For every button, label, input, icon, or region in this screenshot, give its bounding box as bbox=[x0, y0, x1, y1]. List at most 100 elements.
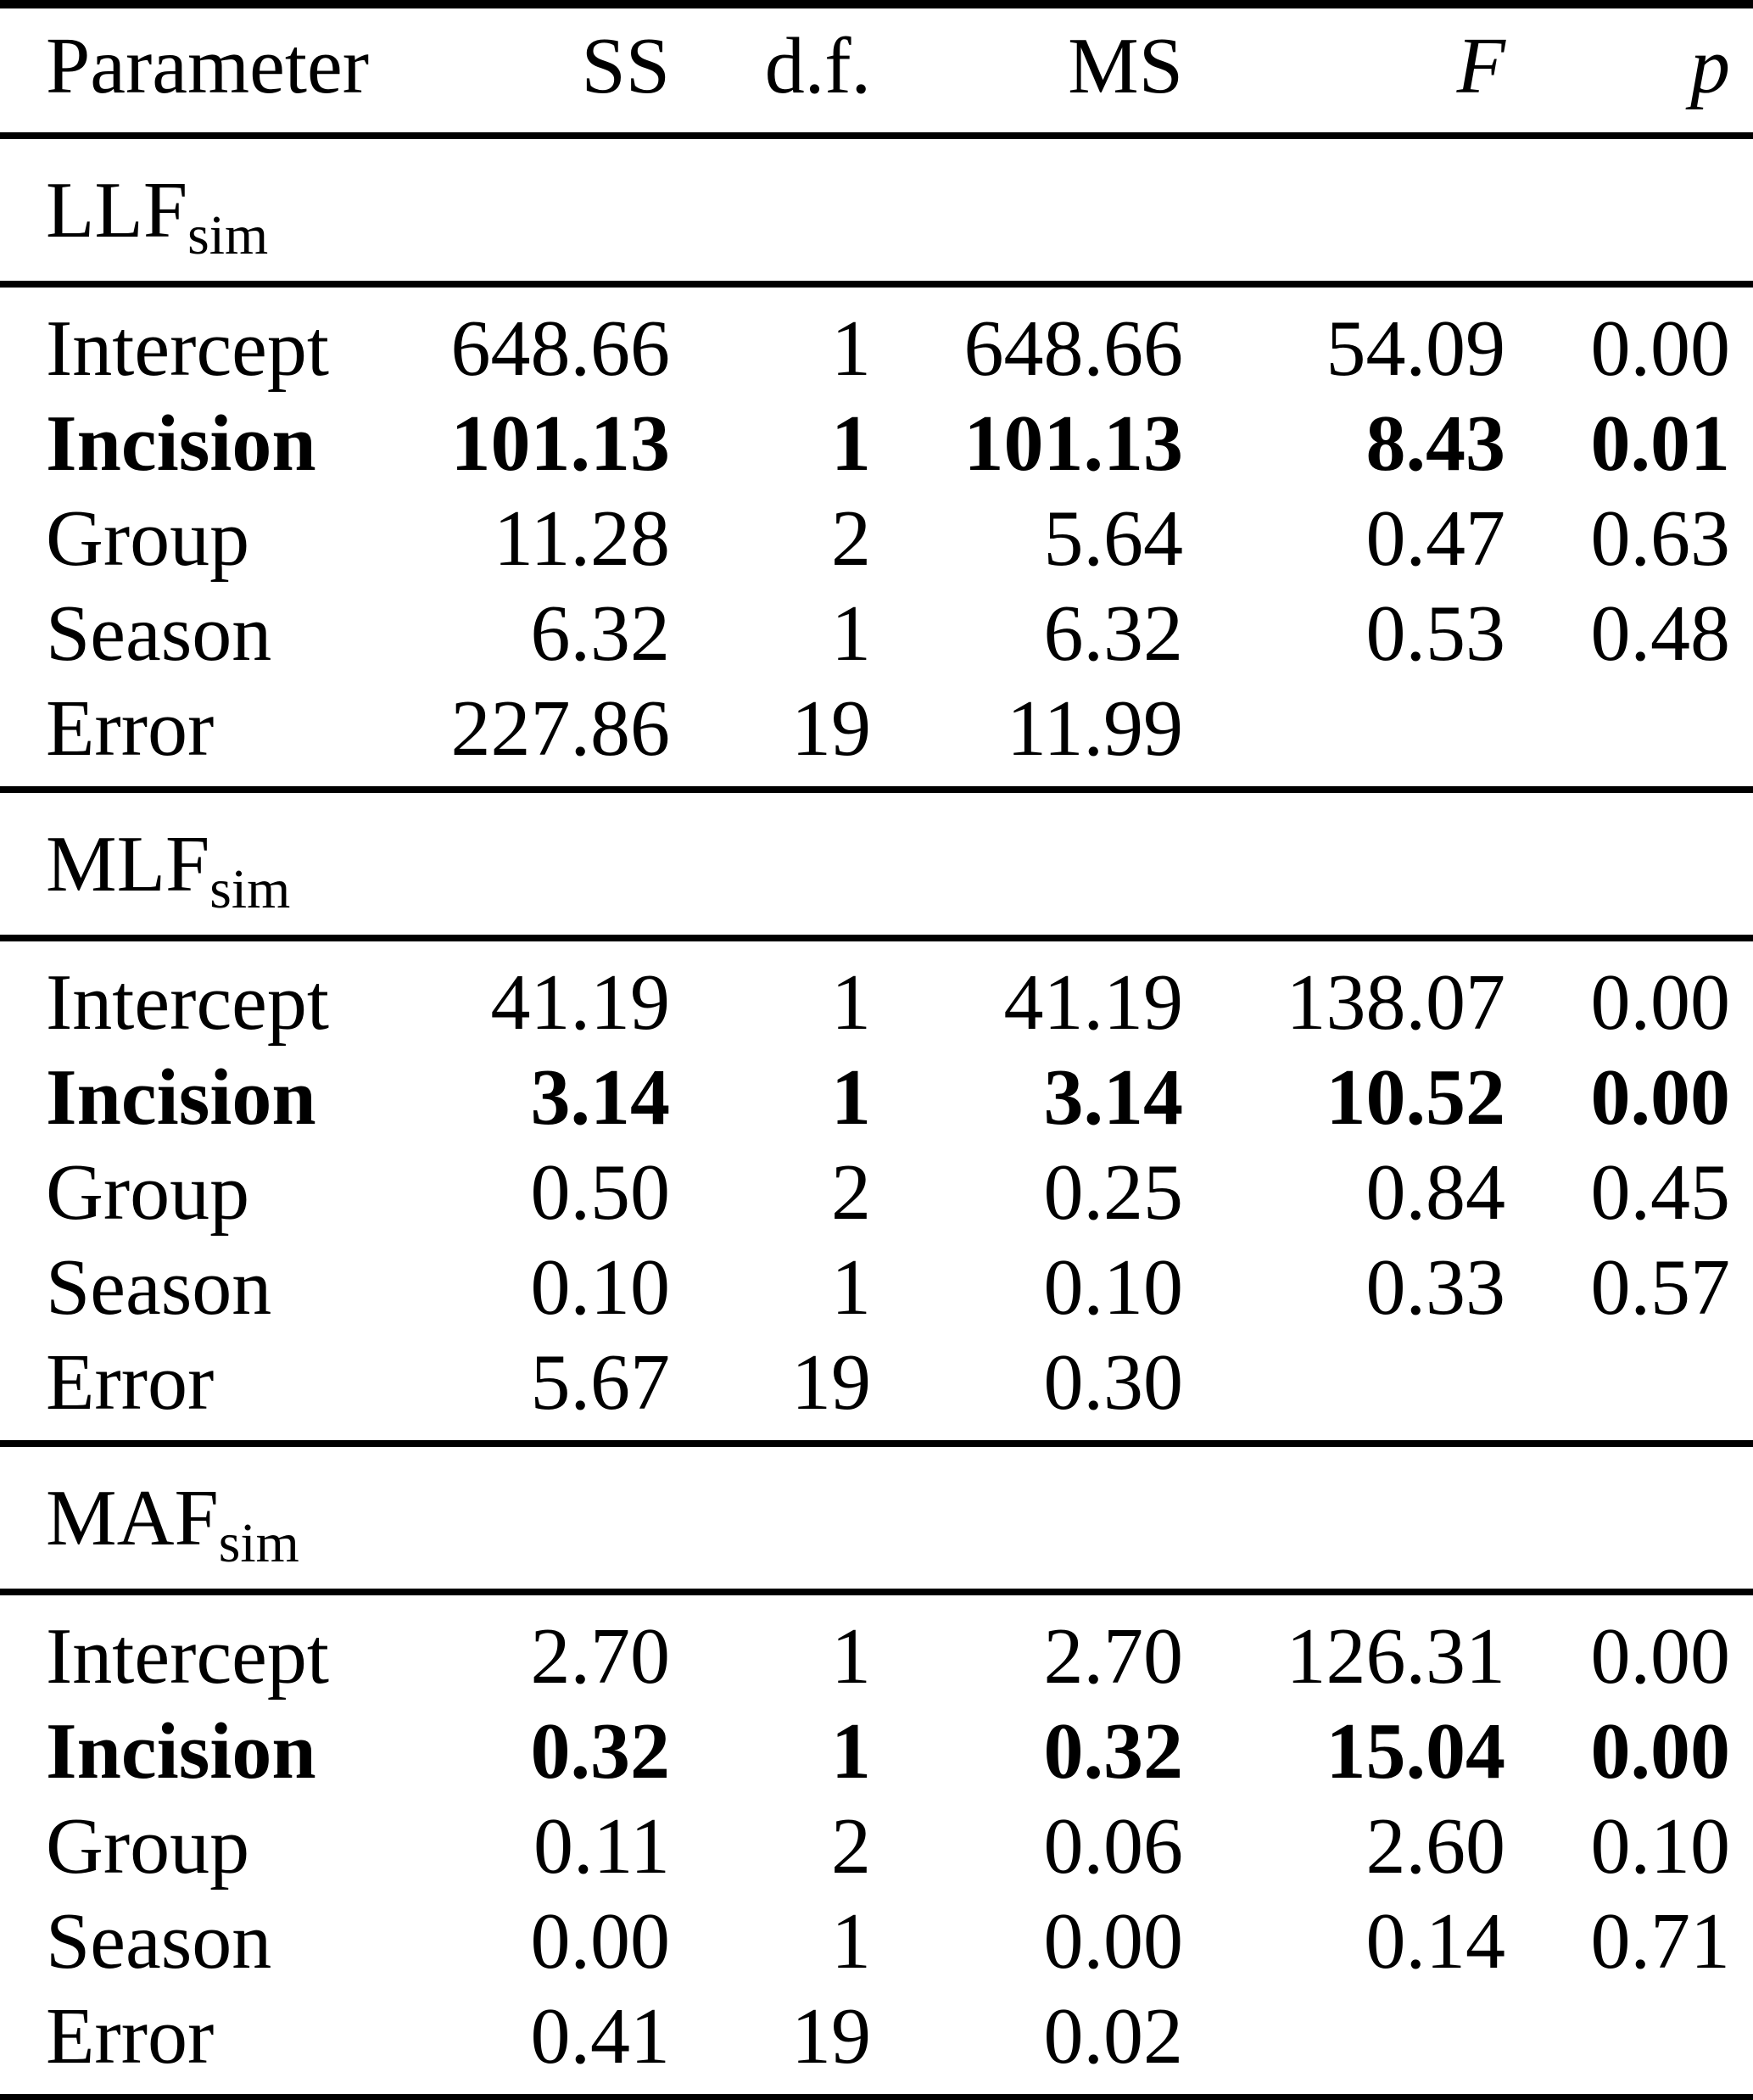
cell-parameter: Intercept bbox=[46, 958, 330, 1047]
cell-ms: 0.02 bbox=[871, 1989, 1183, 2100]
cell-ss: 3.14 bbox=[530, 1053, 671, 1142]
cell-ms: 3.14 bbox=[1043, 1053, 1184, 1142]
cell-p: 0.45 bbox=[1590, 1148, 1731, 1237]
section-title-text: MAF bbox=[46, 1474, 219, 1562]
cell-parameter: Season bbox=[46, 1243, 272, 1332]
cell-parameter: Intercept bbox=[46, 1612, 330, 1701]
cell-parameter: Intercept bbox=[46, 304, 330, 393]
cell-ss: 41.19 bbox=[490, 958, 671, 1047]
cell-df: 19 bbox=[670, 681, 871, 793]
cell-f: 0.14 bbox=[1365, 1897, 1506, 1986]
table-row: Error 0.41 19 0.02 bbox=[0, 1989, 1753, 2100]
section-maf-header: MAFsim bbox=[0, 1444, 1753, 1595]
cell-df: 1 bbox=[831, 304, 871, 393]
cell-ss: 0.10 bbox=[530, 1243, 671, 1332]
table-row: Error 5.67 19 0.30 bbox=[0, 1335, 1753, 1447]
section-title-subscript: sim bbox=[218, 1511, 299, 1574]
section-title-maf: MAFsim bbox=[0, 1444, 1753, 1595]
cell-df: 1 bbox=[831, 589, 871, 678]
cell-f: 15.04 bbox=[1326, 1707, 1506, 1796]
cell-f: 126.31 bbox=[1286, 1612, 1506, 1701]
cell-ms: 648.66 bbox=[963, 304, 1184, 393]
cell-parameter: Incision bbox=[46, 1707, 316, 1796]
cell-parameter: Error bbox=[0, 1989, 356, 2100]
cell-ss: 648.66 bbox=[450, 304, 671, 393]
cell-df: 1 bbox=[831, 1707, 871, 1796]
cell-p: 0.48 bbox=[1590, 589, 1731, 678]
cell-f bbox=[1183, 1335, 1505, 1447]
cell-df: 2 bbox=[831, 1148, 871, 1237]
cell-ms: 5.64 bbox=[1043, 494, 1184, 583]
cell-ss: 0.11 bbox=[533, 1802, 670, 1891]
section-title-text: LLF bbox=[46, 166, 188, 254]
table-row: Group 11.28 2 5.64 0.47 0.63 bbox=[0, 491, 1753, 586]
cell-ss: 6.32 bbox=[530, 589, 671, 678]
cell-f: 0.84 bbox=[1365, 1148, 1506, 1237]
section-mlf-data: Intercept 41.19 1 41.19 138.07 0.00 Inci… bbox=[0, 938, 1753, 1447]
cell-ms: 101.13 bbox=[963, 399, 1184, 488]
cell-df: 1 bbox=[831, 1897, 871, 1986]
section-llf-data: Intercept 648.66 1 648.66 54.09 0.00 Inc… bbox=[0, 284, 1753, 793]
cell-df: 19 bbox=[670, 1335, 871, 1447]
table-row: Season 6.32 1 6.32 0.53 0.48 bbox=[0, 586, 1753, 681]
table-row-significant: Incision 0.32 1 0.32 15.04 0.00 bbox=[0, 1704, 1753, 1799]
section-title-subscript: sim bbox=[209, 857, 291, 920]
cell-ms: 2.70 bbox=[1043, 1612, 1184, 1701]
cell-parameter: Incision bbox=[46, 1053, 316, 1142]
cell-df: 1 bbox=[831, 1612, 871, 1701]
cell-df: 1 bbox=[831, 1243, 871, 1332]
table-row: Season 0.10 1 0.10 0.33 0.57 bbox=[0, 1240, 1753, 1335]
cell-f: 2.60 bbox=[1365, 1802, 1506, 1891]
cell-f: 0.47 bbox=[1365, 494, 1506, 583]
cell-ss: 5.67 bbox=[356, 1335, 670, 1447]
column-header-df: d.f. bbox=[670, 4, 871, 139]
cell-df: 19 bbox=[670, 1989, 871, 2100]
table-row: Intercept 41.19 1 41.19 138.07 0.00 bbox=[0, 938, 1753, 1050]
section-mlf-header: MLFsim bbox=[0, 790, 1753, 941]
table-row: Intercept 648.66 1 648.66 54.09 0.00 bbox=[0, 284, 1753, 396]
cell-ss: 0.32 bbox=[530, 1707, 671, 1796]
cell-parameter: Group bbox=[46, 1148, 250, 1237]
cell-parameter: Group bbox=[46, 494, 250, 583]
cell-p bbox=[1505, 681, 1753, 793]
section-title-llf: LLFsim bbox=[0, 136, 1753, 288]
column-header-ss: SS bbox=[356, 4, 670, 139]
cell-ss: 0.41 bbox=[356, 1989, 670, 2100]
section-title-row: MAFsim bbox=[0, 1444, 1753, 1595]
cell-ms: 0.25 bbox=[1043, 1148, 1184, 1237]
section-maf-data: Intercept 2.70 1 2.70 126.31 0.00 Incisi… bbox=[0, 1592, 1753, 2100]
cell-ms: 0.00 bbox=[1043, 1897, 1184, 1986]
cell-ms: 0.06 bbox=[1043, 1802, 1184, 1891]
cell-p: 0.63 bbox=[1590, 494, 1731, 583]
cell-ss: 2.70 bbox=[530, 1612, 671, 1701]
section-title-row: MLFsim bbox=[0, 790, 1753, 941]
cell-ms: 6.32 bbox=[1043, 589, 1184, 678]
section-title-mlf: MLFsim bbox=[0, 790, 1753, 941]
section-title-text: MLF bbox=[46, 820, 210, 908]
cell-f: 54.09 bbox=[1326, 304, 1506, 393]
cell-df: 2 bbox=[831, 1802, 871, 1891]
cell-ss: 0.00 bbox=[530, 1897, 671, 1986]
cell-parameter: Season bbox=[46, 1897, 272, 1986]
cell-ms: 0.10 bbox=[1043, 1243, 1184, 1332]
cell-p: 0.00 bbox=[1590, 304, 1731, 393]
cell-f: 10.52 bbox=[1326, 1053, 1506, 1142]
cell-p: 0.71 bbox=[1590, 1897, 1731, 1986]
cell-parameter: Incision bbox=[46, 399, 316, 488]
cell-ms: 0.32 bbox=[1043, 1707, 1184, 1796]
cell-ss: 227.86 bbox=[356, 681, 670, 793]
cell-p: 0.00 bbox=[1590, 1707, 1731, 1796]
cell-df: 1 bbox=[831, 399, 871, 488]
table-header: Parameter SS d.f. MS F p bbox=[0, 4, 1753, 139]
section-title-subscript: sim bbox=[187, 204, 269, 266]
cell-f: 8.43 bbox=[1365, 399, 1506, 488]
cell-ms: 11.99 bbox=[871, 681, 1183, 793]
cell-df: 2 bbox=[831, 494, 871, 583]
column-header-f: F bbox=[1183, 4, 1505, 139]
cell-f: 0.53 bbox=[1365, 589, 1506, 678]
cell-p: 0.00 bbox=[1590, 1053, 1731, 1142]
cell-df: 1 bbox=[831, 1053, 871, 1142]
cell-p: 0.00 bbox=[1590, 958, 1731, 1047]
